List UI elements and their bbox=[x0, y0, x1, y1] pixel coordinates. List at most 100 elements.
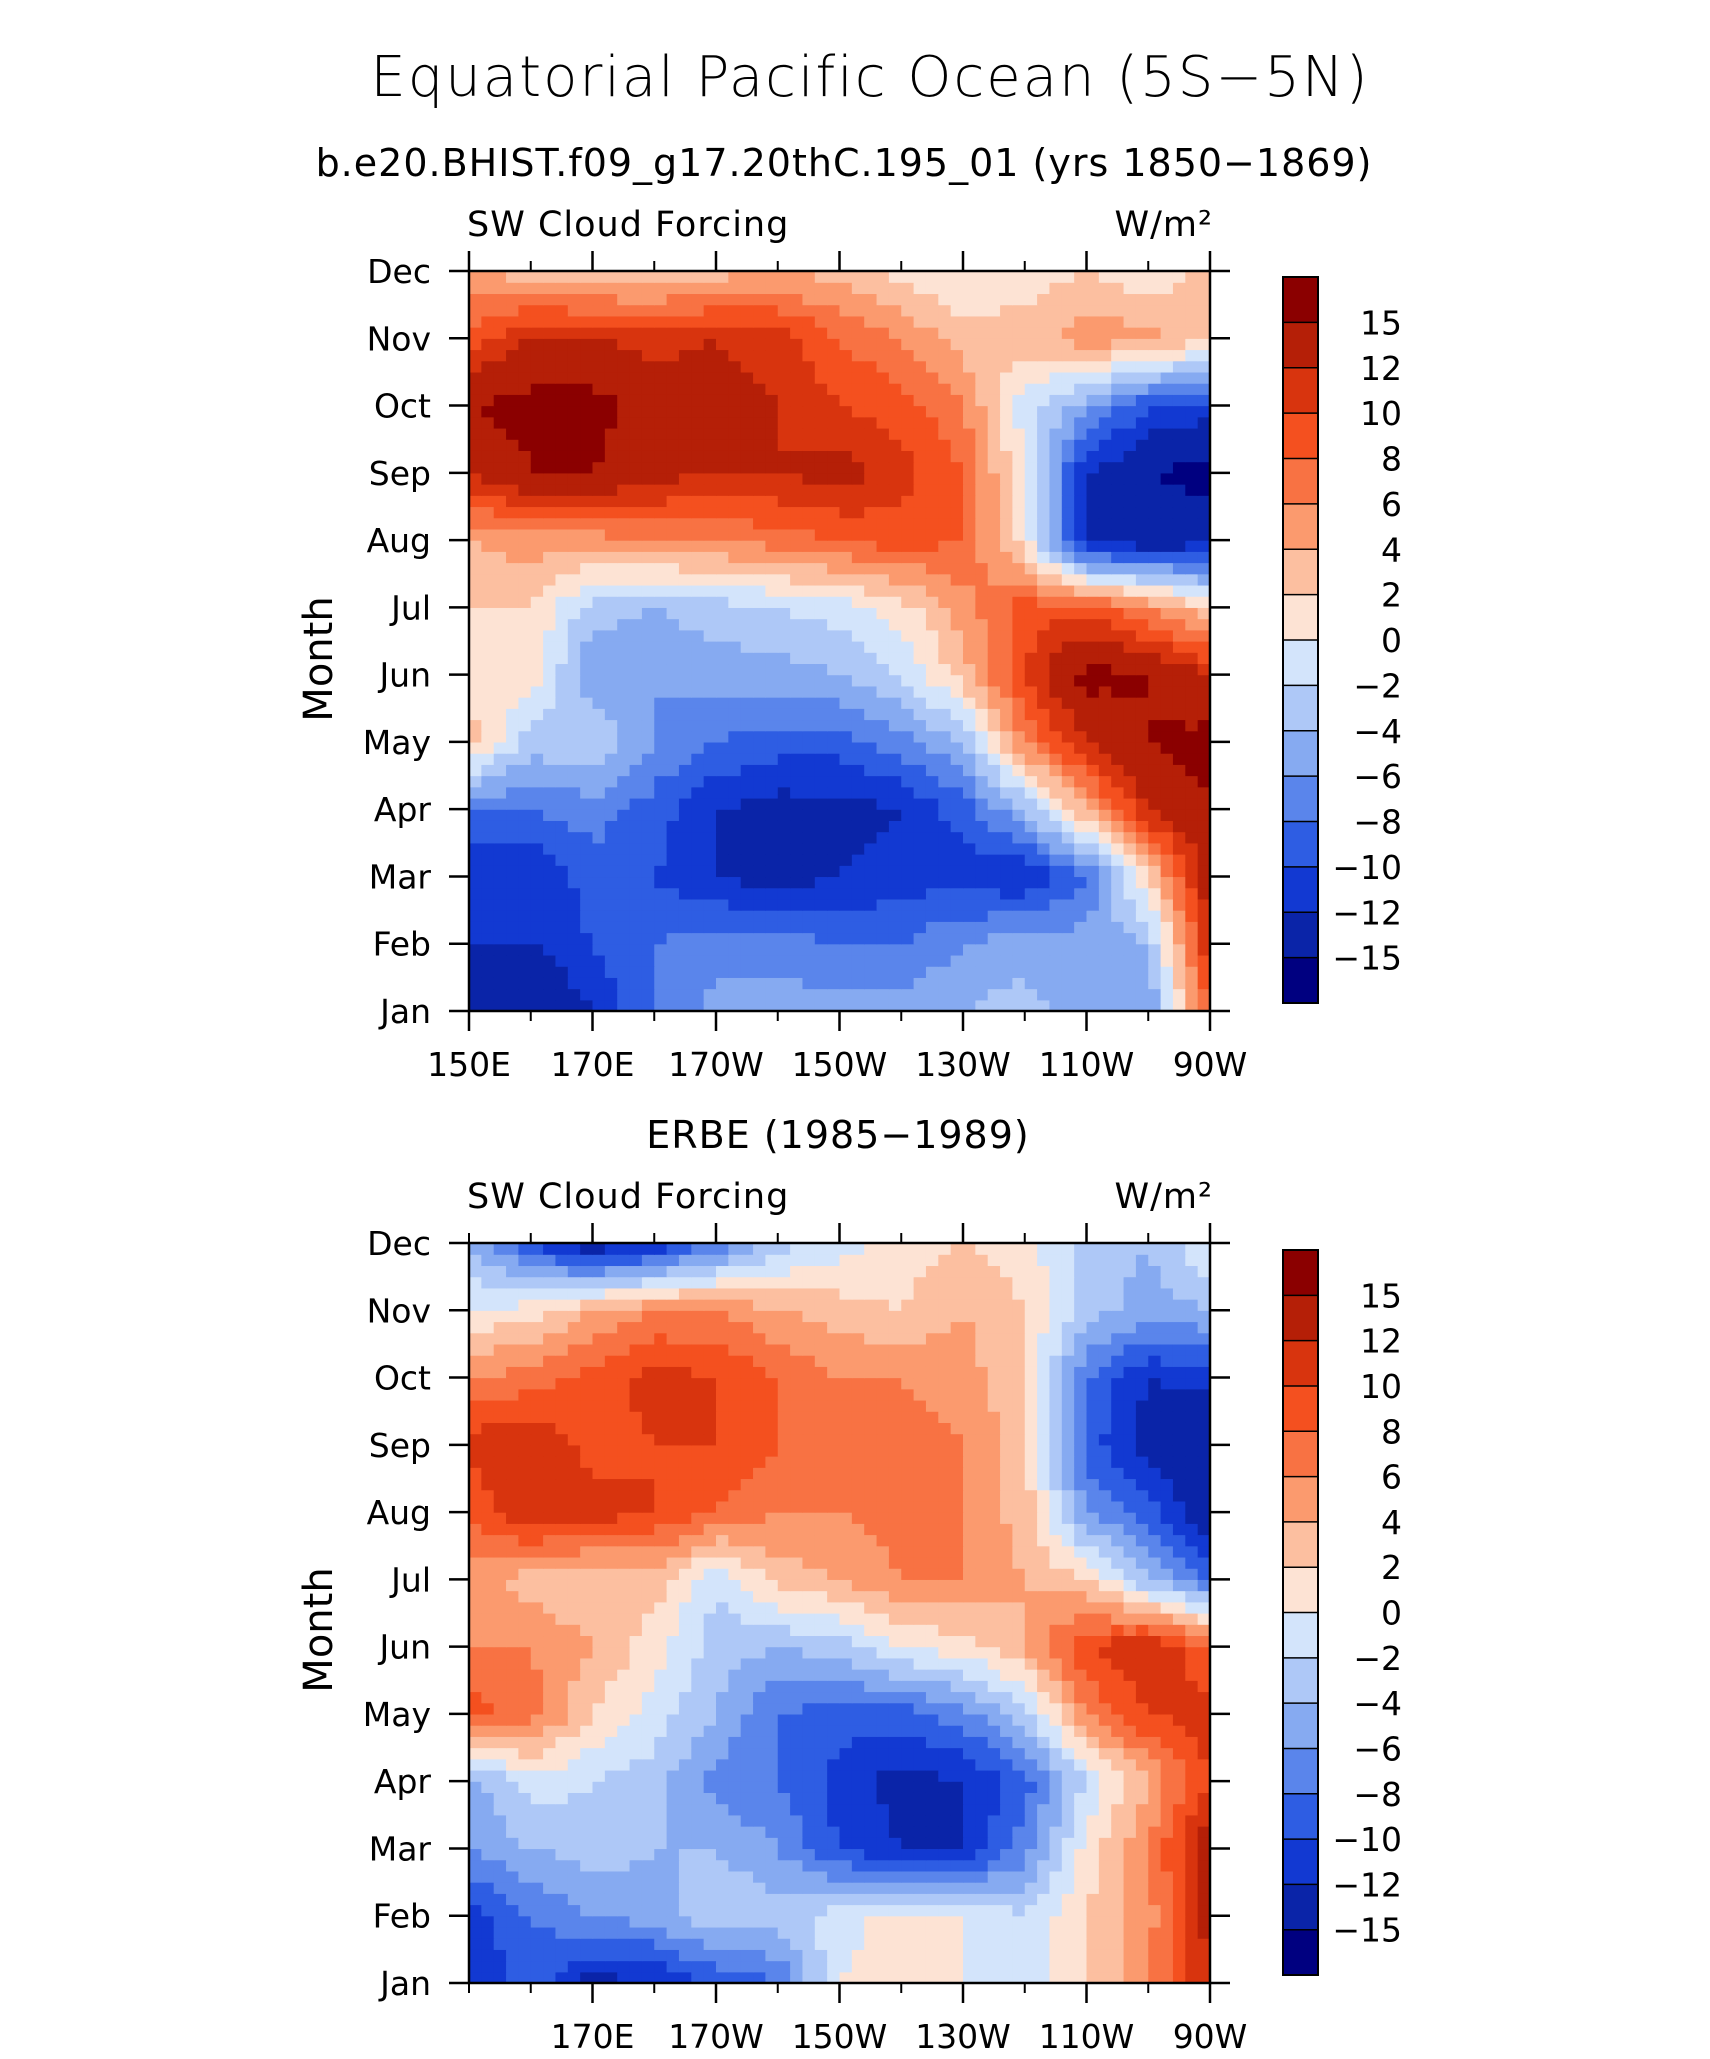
heatmap-cell bbox=[1172, 966, 1186, 978]
heatmap-cell bbox=[518, 596, 532, 608]
heatmap-cell bbox=[555, 573, 569, 586]
heatmap-cell bbox=[567, 1926, 581, 1939]
heatmap-cell bbox=[604, 1859, 618, 1872]
heatmap-cell bbox=[1160, 943, 1174, 956]
heatmap-cell bbox=[1172, 405, 1186, 418]
heatmap-cell bbox=[716, 304, 729, 317]
heatmap-cell bbox=[938, 360, 952, 373]
heatmap-cell bbox=[703, 304, 717, 317]
heatmap-cell bbox=[827, 786, 841, 799]
heatmap-cell bbox=[678, 394, 692, 407]
heatmap-cell bbox=[567, 427, 581, 440]
heatmap-cell bbox=[567, 876, 581, 889]
heatmap-cell bbox=[716, 820, 729, 833]
heatmap-cell bbox=[913, 943, 927, 956]
heatmap-cell bbox=[469, 349, 482, 362]
heatmap-cell bbox=[1012, 809, 1026, 821]
heatmap-cell bbox=[925, 562, 939, 575]
heatmap-cell bbox=[592, 697, 606, 709]
heatmap-cell bbox=[1012, 596, 1026, 608]
heatmap-cell bbox=[839, 719, 853, 732]
heatmap-cell bbox=[1135, 607, 1149, 620]
colorbar-label: 6 bbox=[1381, 485, 1402, 524]
heatmap-cell bbox=[814, 887, 828, 900]
heatmap-cell bbox=[469, 865, 482, 878]
heatmap-cell bbox=[666, 618, 680, 631]
heatmap-cell bbox=[691, 584, 705, 597]
heatmap-cell bbox=[518, 652, 532, 665]
heatmap-cell bbox=[876, 910, 890, 922]
heatmap-cell bbox=[592, 977, 606, 990]
heatmap-cell bbox=[481, 1837, 495, 1850]
heatmap-cell bbox=[1123, 450, 1137, 463]
heatmap-cell bbox=[1086, 1837, 1100, 1850]
heatmap-cell bbox=[913, 921, 927, 934]
heatmap-cell bbox=[518, 472, 532, 485]
heatmap-cell bbox=[691, 887, 705, 900]
heatmap-cell bbox=[1111, 271, 1125, 283]
heatmap-cell bbox=[728, 584, 742, 597]
heatmap-cell bbox=[753, 472, 766, 485]
heatmap-cell bbox=[790, 1848, 804, 1861]
heatmap-cell bbox=[518, 271, 532, 283]
heatmap-cell bbox=[1037, 730, 1051, 743]
heatmap-cell bbox=[827, 842, 841, 855]
heatmap-cell bbox=[567, 1814, 581, 1827]
heatmap-cell bbox=[530, 1915, 544, 1928]
heatmap-cell bbox=[814, 450, 828, 463]
heatmap-cell bbox=[938, 1915, 952, 1928]
heatmap-cell bbox=[481, 371, 495, 384]
heatmap-cell bbox=[839, 394, 853, 407]
heatmap-cell bbox=[1024, 674, 1038, 687]
heatmap-cell bbox=[555, 831, 569, 844]
heatmap-cell bbox=[888, 551, 902, 564]
heatmap-cell bbox=[1123, 427, 1137, 440]
heatmap-cell bbox=[1135, 315, 1149, 328]
heatmap-cell bbox=[493, 921, 507, 934]
heatmap-cell bbox=[592, 629, 606, 642]
heatmap-cell bbox=[666, 562, 680, 575]
heatmap-cell bbox=[901, 629, 915, 642]
heatmap-cell bbox=[1061, 461, 1075, 474]
heatmap-cell bbox=[567, 1882, 581, 1894]
heatmap-cell bbox=[629, 484, 643, 496]
heatmap-cell bbox=[950, 999, 964, 1012]
heatmap-cell bbox=[1074, 1938, 1088, 1950]
heatmap-cell bbox=[654, 797, 668, 810]
heatmap-cell bbox=[580, 921, 594, 934]
heatmap-cell bbox=[1024, 338, 1038, 351]
heatmap-cell bbox=[901, 1837, 915, 1850]
heatmap-cell bbox=[740, 797, 754, 810]
heatmap-cell bbox=[481, 293, 495, 306]
heatmap-cell bbox=[604, 629, 618, 642]
heatmap-cell bbox=[604, 943, 618, 956]
heatmap-cell bbox=[802, 551, 816, 564]
heatmap-cell bbox=[617, 719, 631, 732]
heatmap-cell bbox=[1049, 910, 1063, 922]
heatmap-cell bbox=[1172, 596, 1186, 608]
heatmap-cell bbox=[580, 764, 594, 777]
heatmap-cell bbox=[1061, 641, 1075, 653]
heatmap-cell bbox=[1160, 1960, 1174, 1973]
heatmap-cell bbox=[740, 809, 754, 821]
heatmap-cell bbox=[827, 1960, 841, 1973]
heatmap-cell bbox=[839, 304, 853, 317]
heatmap-cell bbox=[876, 573, 890, 586]
heatmap-cell bbox=[777, 394, 791, 407]
heatmap-cell bbox=[617, 540, 631, 552]
heatmap-cell bbox=[641, 282, 655, 295]
heatmap-cell bbox=[641, 842, 655, 855]
heatmap-cell bbox=[567, 506, 581, 519]
heatmap-cell bbox=[975, 764, 989, 777]
heatmap-cell bbox=[938, 540, 952, 552]
heatmap-cell bbox=[666, 450, 680, 463]
heatmap-cell bbox=[1197, 786, 1211, 799]
heatmap-cell bbox=[629, 394, 643, 407]
heatmap-cell bbox=[678, 584, 692, 597]
heatmap-cell bbox=[703, 271, 717, 283]
heatmap-cell bbox=[1037, 898, 1051, 911]
heatmap-cell bbox=[1024, 394, 1038, 407]
heatmap-cell bbox=[1197, 383, 1211, 395]
heatmap-cell bbox=[1061, 1814, 1075, 1827]
heatmap-cell bbox=[963, 921, 976, 934]
